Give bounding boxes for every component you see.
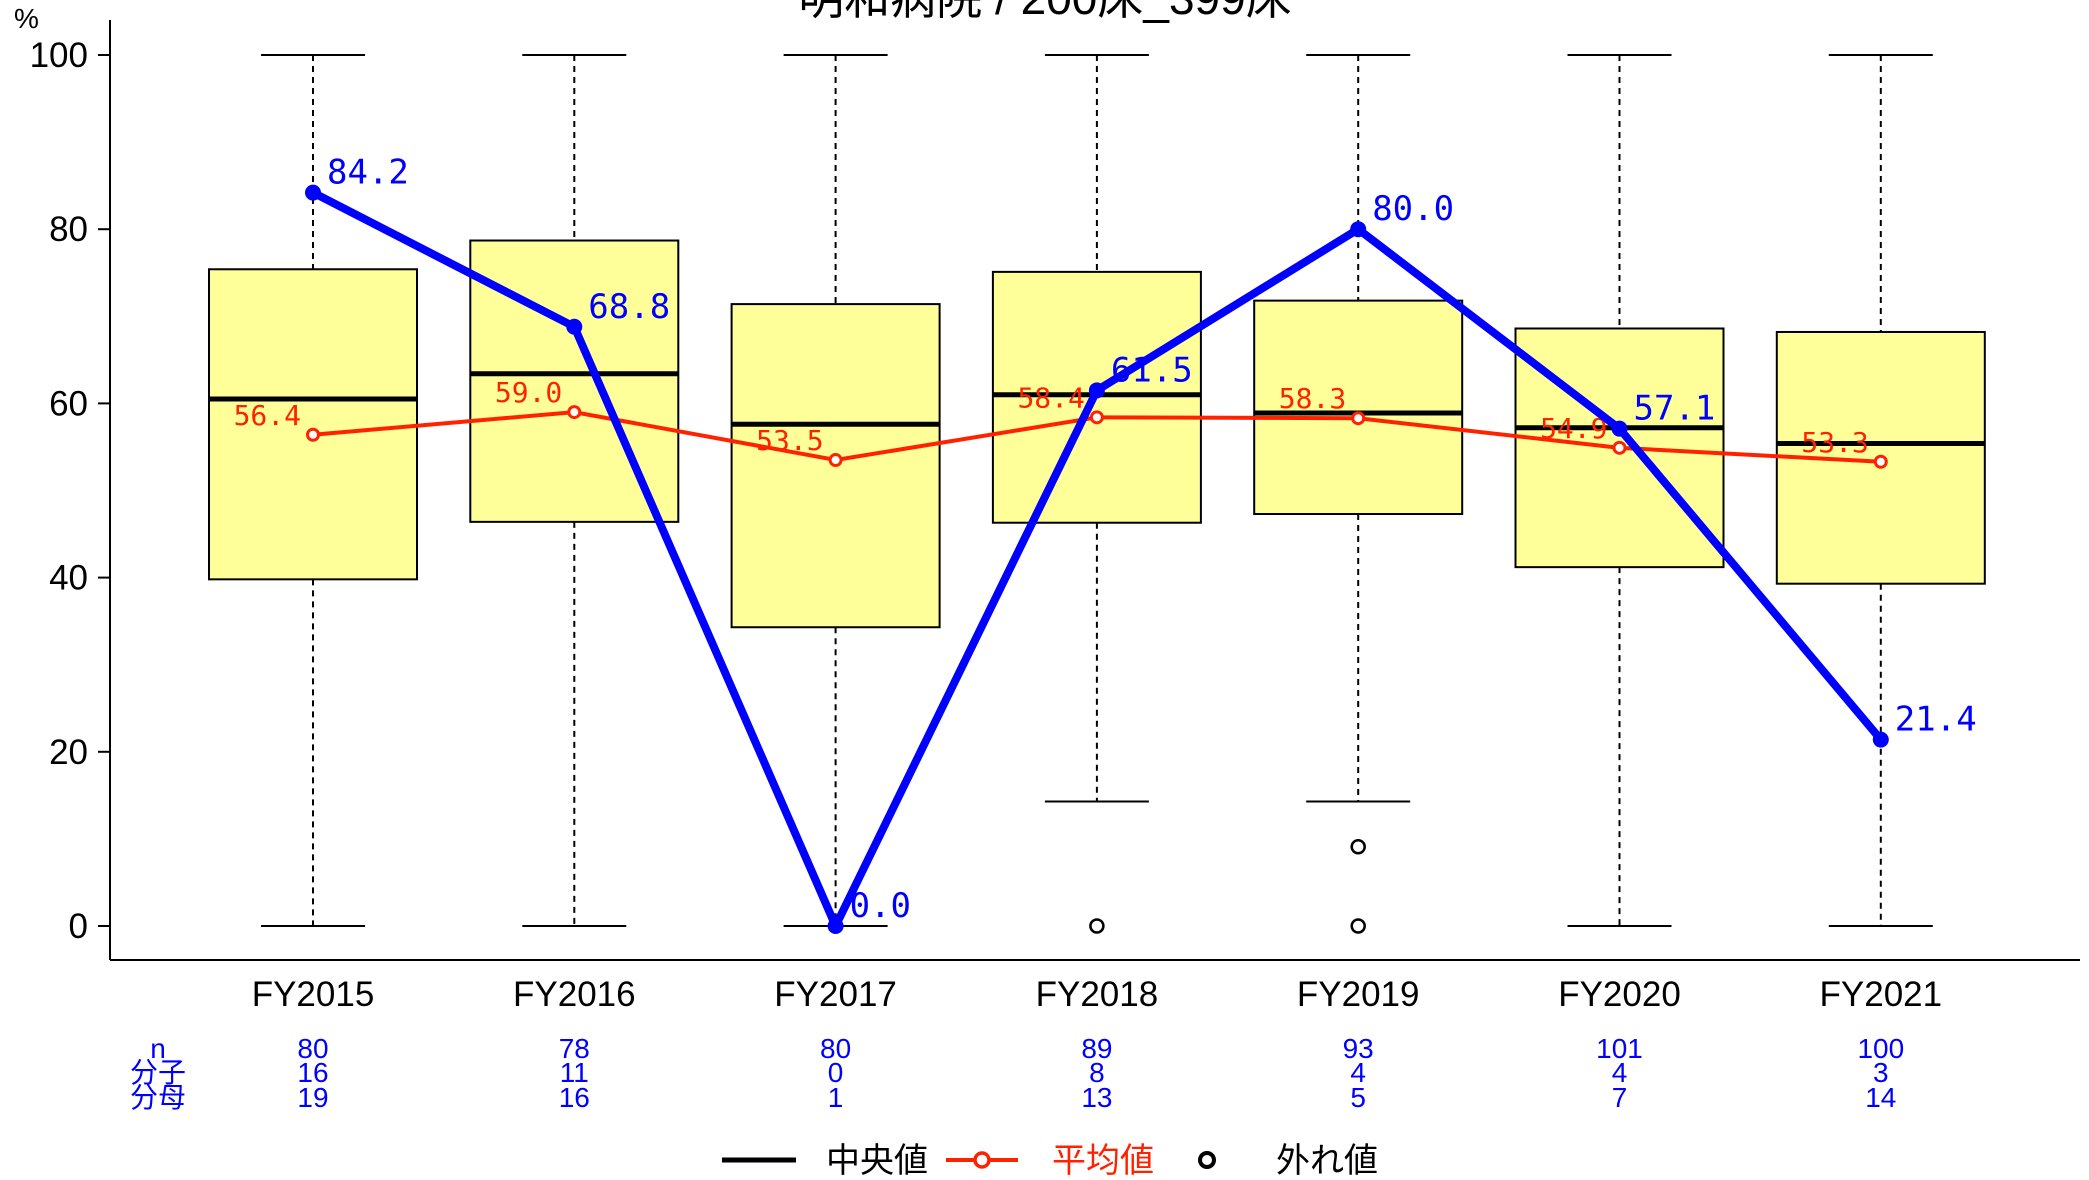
mean-value-label: 53.5 (756, 424, 823, 457)
box-series (208, 54, 1986, 934)
iqr-box (1253, 299, 1464, 516)
hospital-point (305, 184, 321, 201)
hospital-value-label: 21.4 (1895, 700, 1977, 740)
box-group (1775, 54, 1986, 927)
counts-cell: 0 (828, 1057, 844, 1088)
counts-row-label: n (150, 1033, 166, 1064)
hospital-point (1088, 382, 1105, 399)
counts-cell: 4 (1350, 1057, 1366, 1088)
hospital-point (1872, 731, 1889, 748)
counts-cell: 4 (1612, 1057, 1628, 1088)
legend-median-label: 中央値 (826, 1142, 928, 1180)
counts-cell: 14 (1865, 1082, 1896, 1113)
y-tick-label: 40 (49, 559, 88, 598)
legend-outlier-label: 外れ値 (1276, 1142, 1378, 1180)
mean-value-label: 56.4 (234, 399, 301, 432)
counts-cell: 93 (1343, 1033, 1374, 1064)
mean-series: 56.4 59.0 53.5 58.4 58.3 54.9 53.3 (234, 376, 1888, 469)
y-tick-label: 80 (49, 210, 88, 249)
hospital-value-label: 68.8 (588, 287, 670, 327)
counts-row-label: 分子 (130, 1057, 186, 1088)
legend-mean-label: 平均値 (1052, 1142, 1154, 1180)
counts-cell: 11 (560, 1057, 589, 1088)
hospital-series: 84.2 68.8 0.0 61.5 80.0 57.1 21.4 (305, 153, 1977, 934)
mean-point (1089, 410, 1104, 425)
mean-value-label: 54.9 (1540, 412, 1607, 445)
counts-cell: 101 (1596, 1033, 1643, 1064)
x-tick-label: FY2018 (1036, 975, 1159, 1014)
mean-point (828, 453, 843, 468)
hospital-point (1350, 221, 1367, 238)
y-tick-label: 20 (49, 733, 88, 772)
x-tick-label: FY2016 (513, 975, 636, 1014)
legend-mean-marker (973, 1151, 991, 1169)
outlier-point (1089, 918, 1105, 934)
box-group (208, 54, 418, 927)
counts-cell: 80 (297, 1033, 328, 1064)
mean-point (567, 405, 582, 420)
x-tick-label: FY2021 (1820, 975, 1943, 1014)
mean-value-label: 58.4 (1017, 381, 1084, 414)
hospital-value-label: 80.0 (1372, 189, 1454, 229)
counts-row-label: 分母 (130, 1082, 186, 1113)
counts-cell: 1 (828, 1082, 844, 1113)
counts-cell: 13 (1081, 1082, 1112, 1113)
counts-cell: 80 (820, 1033, 851, 1064)
mean-point (1612, 440, 1627, 455)
axes: 0 20 40 60 80 100 FY2015 FY2016 FY2017 FY2018 FY20… (30, 20, 2080, 1014)
counts-cell: 100 (1857, 1033, 1904, 1064)
hospital-point (827, 918, 844, 934)
counts-cell: 16 (297, 1057, 328, 1088)
legend-outlier-marker (1198, 1151, 1216, 1169)
mean-value-label: 58.3 (1279, 382, 1346, 415)
counts-cell: 19 (297, 1082, 328, 1113)
hospital-value-label: 57.1 (1634, 389, 1716, 429)
hospital-point (1611, 420, 1628, 437)
hospital-point (566, 318, 583, 335)
counts-cell: 78 (559, 1033, 590, 1064)
x-tick-label: FY2020 (1558, 975, 1681, 1014)
x-tick-label: FY2017 (774, 975, 897, 1014)
box-group (1253, 54, 1464, 934)
x-tick-label: FY2019 (1297, 975, 1420, 1014)
y-axis-unit-label: % (14, 3, 39, 34)
legend: 中央値 平均値 外れ値 (722, 1142, 1378, 1180)
counts-cell: 5 (1350, 1082, 1366, 1113)
y-tick-label: 0 (69, 907, 88, 946)
mean-point (306, 427, 320, 442)
box-group (1514, 54, 1725, 927)
outlier-point (1350, 918, 1366, 934)
hospital-value-label: 61.5 (1111, 350, 1193, 390)
x-tick-label: FY2015 (252, 975, 375, 1014)
mean-point (1873, 454, 1888, 469)
mean-value-label: 59.0 (495, 376, 562, 409)
counts-cell: 89 (1081, 1033, 1112, 1064)
counts-cell: 16 (559, 1082, 590, 1113)
outlier-point (1350, 838, 1366, 855)
chart-title: 明和病院 / 200床_399床 (798, 0, 1291, 24)
counts-cell: 3 (1873, 1057, 1889, 1088)
y-tick-label: 100 (30, 36, 88, 75)
y-tick-label: 60 (49, 384, 88, 423)
mean-value-label: 53.3 (1801, 426, 1868, 459)
counts-cell: 7 (1612, 1082, 1628, 1113)
iqr-box (208, 268, 418, 581)
box-group (730, 54, 941, 927)
mean-point (1351, 411, 1366, 426)
box-group (991, 54, 1202, 934)
hospital-value-label: 84.2 (327, 153, 409, 193)
hospital-value-label: 0.0 (850, 886, 911, 926)
counts-cell: 8 (1089, 1057, 1105, 1088)
